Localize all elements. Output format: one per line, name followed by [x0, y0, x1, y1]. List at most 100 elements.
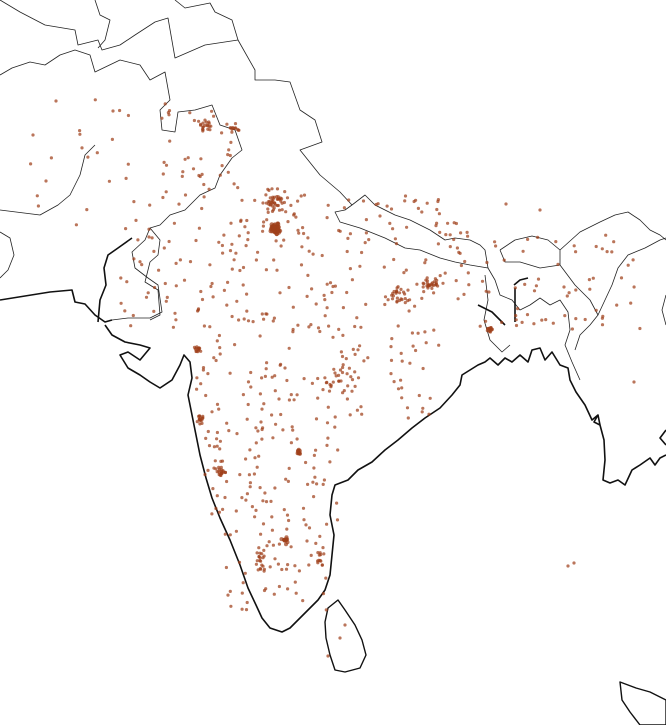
settlement-dot [265, 312, 269, 316]
settlement-dot [173, 311, 177, 315]
settlement-dot [246, 380, 251, 384]
settlement-dot [389, 345, 393, 349]
settlement-dot [271, 436, 275, 440]
settlement-dot [415, 282, 419, 286]
settlement-dot [217, 240, 221, 244]
settlement-dot [386, 298, 390, 302]
settlement-dot [253, 515, 257, 519]
settlement-dot [434, 224, 438, 228]
settlement-dot [294, 591, 298, 595]
settlement-dot [321, 482, 325, 486]
settlement-dot [391, 227, 395, 231]
settlement-dot [416, 331, 420, 335]
settlement-dot [210, 109, 214, 113]
settlement-dot [307, 526, 312, 530]
settlement-dot [174, 284, 178, 288]
settlement-dot [367, 238, 371, 242]
settlement-dot [258, 486, 262, 490]
settlement-dot [220, 459, 225, 463]
settlement-dot [245, 292, 249, 296]
settlement-dot [359, 325, 363, 329]
settlement-dot [480, 279, 485, 283]
settlement-dot [238, 473, 242, 477]
settlement-dot [604, 233, 608, 237]
settlement-dot [201, 121, 205, 125]
settlement-dot [208, 263, 212, 267]
settlement-dot [342, 389, 346, 393]
settlement-dot [195, 349, 199, 353]
settlement-dot [304, 523, 308, 527]
settlement-dot [376, 202, 380, 206]
settlement-dot [459, 231, 463, 235]
settlement-dot [167, 113, 171, 117]
settlement-dot [267, 200, 272, 204]
settlement-dot [364, 231, 368, 235]
settlement-dot [217, 407, 221, 411]
settlement-dot [302, 518, 306, 522]
settlement-dot [232, 258, 236, 262]
settlement-dot [172, 221, 176, 225]
settlement-dot [257, 454, 261, 458]
settlement-dot [462, 292, 466, 296]
settlement-dot [36, 204, 41, 208]
settlement-dot [250, 505, 254, 509]
settlement-dot [206, 468, 210, 472]
border-bangladesh [487, 267, 581, 381]
settlement-dot [49, 156, 54, 160]
settlement-dot [333, 284, 337, 288]
border-iran [0, 144, 96, 216]
settlement-dot [217, 333, 221, 338]
settlement-dot [286, 479, 290, 483]
settlement-dot [448, 245, 452, 249]
settlement-dot [259, 420, 263, 424]
settlement-dot [242, 317, 246, 321]
settlement-dot [305, 294, 309, 298]
settlement-dot [261, 499, 265, 503]
settlement-dot [364, 218, 368, 222]
settlement-dot [587, 278, 592, 282]
settlement-dot [322, 478, 326, 482]
settlement-dot [262, 317, 266, 321]
settlement-dot [262, 402, 266, 406]
settlement-dot [423, 261, 427, 265]
settlement-dot [201, 366, 206, 370]
settlement-dot [210, 512, 214, 516]
settlement-dot [306, 236, 310, 240]
settlement-dot [119, 276, 123, 280]
settlement-dot [266, 210, 270, 214]
settlement-dot [279, 244, 283, 248]
settlement-dot [211, 295, 215, 299]
settlement-dot [382, 265, 386, 269]
settlement-dot [152, 249, 156, 253]
settlement-dot [591, 276, 595, 280]
settlement-dot [276, 562, 280, 566]
coast-east-stub [659, 429, 666, 446]
settlement-dot [363, 241, 367, 245]
settlement-dot [230, 130, 234, 134]
settlement-dot [165, 295, 169, 299]
settlement-dot [183, 193, 188, 197]
settlement-dot [349, 375, 353, 379]
settlement-dot [132, 257, 136, 261]
settlement-dot [275, 187, 280, 191]
settlement-dot [140, 263, 144, 267]
settlement-dot [443, 271, 447, 275]
settlement-dot [385, 204, 389, 208]
settlement-dot [321, 388, 325, 392]
settlement-dot [243, 225, 247, 229]
settlement-dot [336, 448, 340, 452]
settlement-dot [243, 571, 247, 575]
settlement-dot [341, 306, 345, 310]
settlement-dot [275, 203, 279, 208]
settlement-dot [572, 561, 576, 565]
settlement-dot [456, 297, 460, 301]
settlement-dot [251, 320, 255, 324]
settlement-dot [421, 285, 425, 289]
settlement-dot [323, 298, 327, 302]
settlement-dot [237, 318, 241, 322]
settlement-dot [283, 190, 287, 194]
settlement-dot [316, 561, 320, 565]
settlement-dot [318, 534, 322, 539]
